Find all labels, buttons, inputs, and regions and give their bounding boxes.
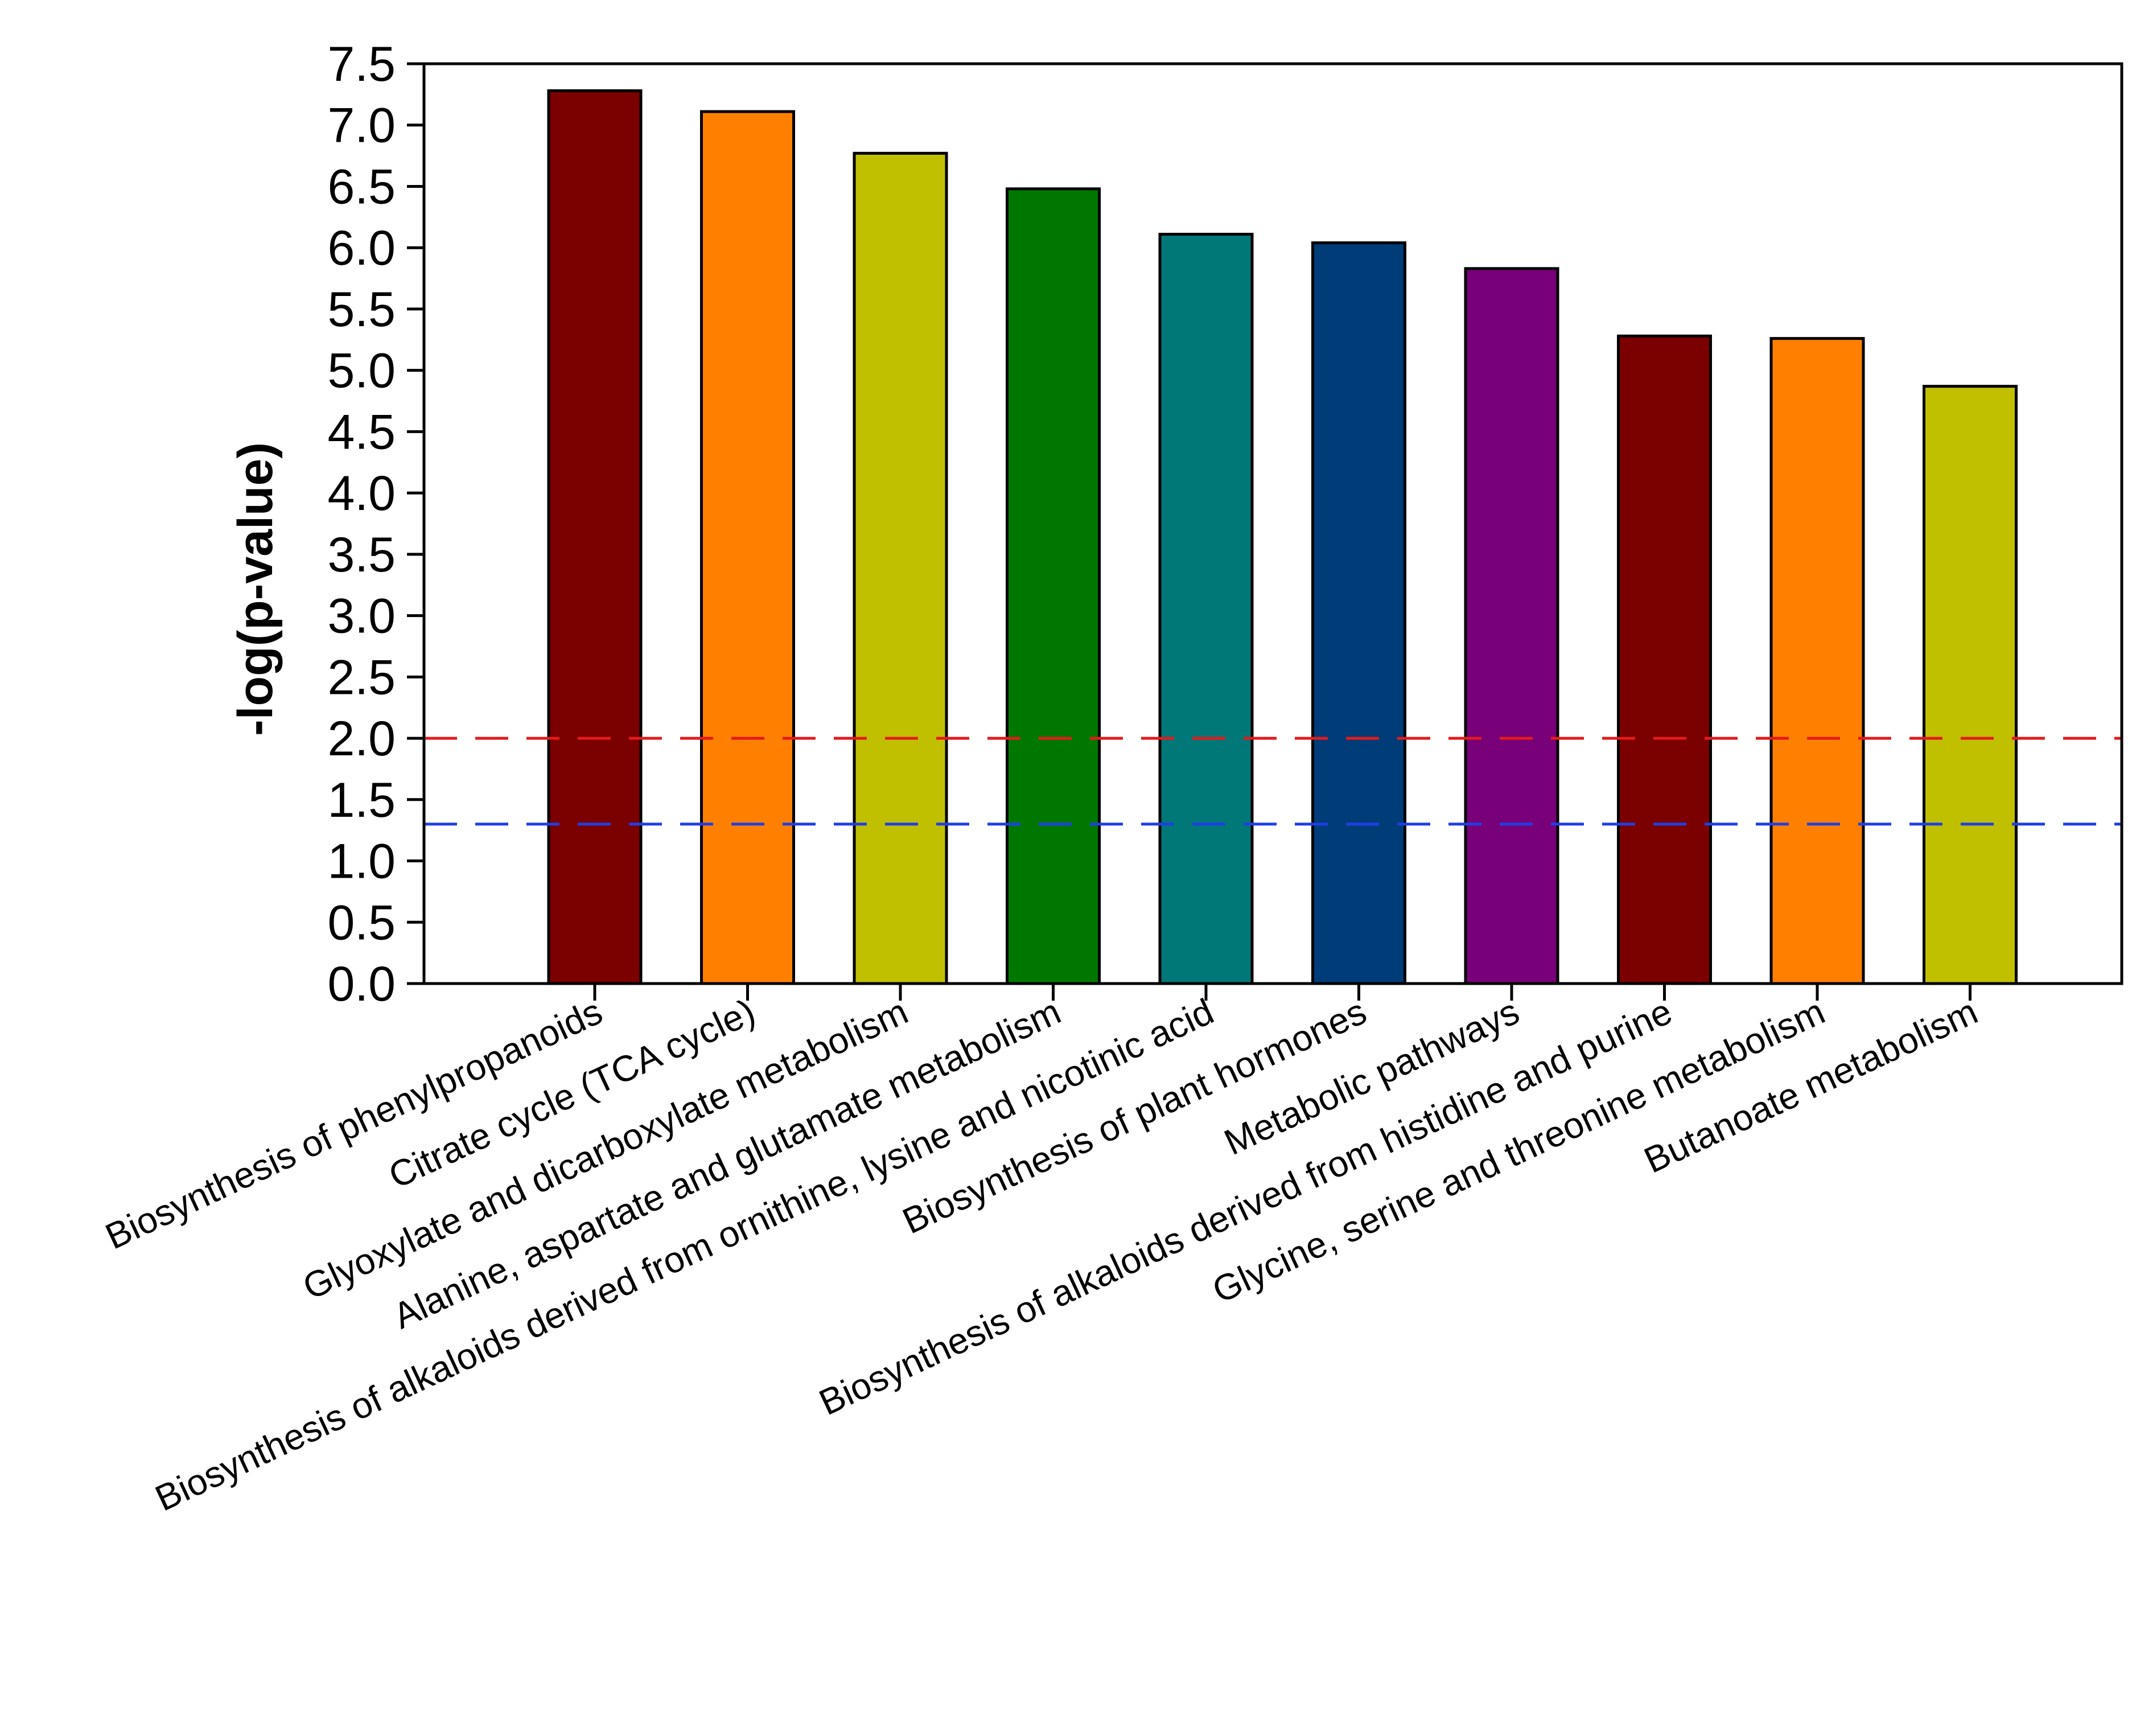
y-tick-label: 2.5 — [327, 650, 396, 705]
y-tick-label: 3.0 — [327, 589, 396, 644]
y-tick-label: 6.0 — [327, 221, 396, 275]
y-tick-label: 1.0 — [327, 834, 396, 889]
y-tick-label: 3.5 — [327, 528, 396, 582]
bar — [853, 151, 948, 985]
bar — [1158, 232, 1254, 985]
reference-lines-group — [424, 737, 2122, 826]
y-tick-label: 1.5 — [327, 773, 396, 828]
bar — [1617, 334, 1712, 985]
y-tick-label: 7.5 — [327, 37, 396, 92]
y-tick-label: 4.0 — [327, 466, 396, 521]
y-tick-label: 5.5 — [327, 282, 396, 337]
bar — [1923, 385, 2018, 985]
bar — [1769, 337, 1865, 985]
y-tick-label: 2.0 — [327, 711, 396, 766]
bar — [547, 89, 643, 985]
plot-frame — [422, 62, 2123, 985]
bar — [1464, 267, 1559, 985]
bar — [1006, 187, 1101, 985]
y-axis-title: -log(p-value) — [228, 442, 283, 736]
x-tick-label: Glyoxylate and dicarboxylate metabolism — [297, 990, 914, 1307]
y-tick-label: 7.0 — [327, 98, 396, 153]
y-tick-label: 6.5 — [327, 159, 396, 214]
x-axis-ticks — [593, 984, 1972, 1001]
bars-group — [547, 89, 2018, 985]
y-tick-label: 5.0 — [327, 344, 396, 398]
x-tick-label: Biosynthesis of alkaloids derived from o… — [149, 990, 1220, 1519]
x-axis-labels: Biosynthesis of phenylpropanoidsCitrate … — [99, 990, 1983, 1519]
bar — [1311, 241, 1406, 985]
y-tick-label: 0.0 — [327, 957, 396, 1011]
y-tick-label: 4.5 — [327, 405, 396, 459]
y-axis-ticks: 0.0 0.5 1.0 1.5 2.0 2.5 3.0 3.5 4.0 4.5 5.0 5.5 6.0 6… — [327, 37, 424, 1011]
y-tick-label: 0.5 — [327, 895, 396, 950]
bar — [700, 110, 795, 985]
